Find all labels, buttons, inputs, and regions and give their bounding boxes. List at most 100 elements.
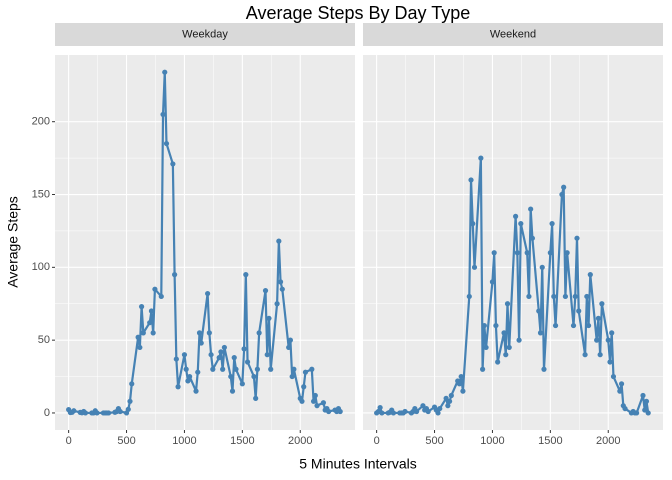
point [584, 293, 590, 300]
point [379, 410, 385, 416]
point [193, 388, 199, 394]
x-tick-label: 0 [374, 435, 380, 447]
point [435, 410, 441, 416]
point [547, 250, 553, 256]
point [572, 293, 578, 300]
point [513, 213, 519, 219]
point [506, 344, 512, 351]
point [483, 344, 489, 351]
point [185, 378, 191, 384]
point [437, 405, 443, 412]
point [456, 381, 463, 387]
point [470, 221, 476, 227]
point [233, 366, 239, 372]
point [445, 403, 451, 409]
point [205, 290, 211, 297]
y-tick-label: 0 [44, 407, 50, 419]
point [105, 410, 112, 416]
point [526, 293, 532, 300]
point [196, 330, 203, 336]
point [216, 355, 222, 361]
point [634, 410, 640, 416]
point [326, 408, 332, 415]
point [181, 352, 188, 358]
x-tick-label: 1500 [538, 435, 562, 447]
y-tick-label: 100 [32, 261, 50, 273]
point [501, 330, 507, 336]
point [448, 392, 454, 399]
point [643, 398, 650, 404]
x-tick-label: 1000 [480, 435, 504, 447]
point [256, 330, 262, 336]
point [162, 69, 168, 75]
point [480, 366, 486, 372]
point [618, 381, 625, 387]
point [570, 322, 577, 329]
point [310, 398, 317, 404]
point [251, 373, 257, 380]
point [605, 337, 611, 343]
point [585, 322, 592, 329]
point [420, 403, 426, 409]
point [289, 373, 295, 380]
point [446, 398, 453, 404]
point [425, 408, 431, 415]
point [493, 322, 499, 329]
point [158, 293, 164, 300]
point [163, 140, 170, 147]
point [140, 330, 146, 336]
point [337, 408, 343, 415]
point [595, 315, 602, 321]
point [541, 366, 547, 372]
point [138, 304, 145, 310]
point [466, 293, 472, 300]
y-tick-label: 200 [32, 116, 50, 128]
point [291, 366, 297, 372]
point [402, 408, 408, 415]
point [489, 279, 496, 285]
strip [363, 23, 663, 46]
point [599, 301, 605, 307]
point [82, 410, 89, 416]
point [460, 388, 466, 394]
point [504, 301, 511, 307]
point [221, 344, 227, 351]
point [301, 384, 307, 390]
point [468, 177, 474, 183]
point [471, 264, 478, 270]
point [481, 322, 487, 329]
point [117, 408, 123, 415]
strip-label: Weekday [182, 28, 228, 40]
y-tick-label: 150 [32, 188, 50, 200]
point [268, 366, 274, 372]
x-tick-label: 1000 [172, 435, 196, 447]
point [564, 250, 570, 256]
point [528, 206, 534, 212]
point [206, 330, 212, 336]
point [607, 359, 613, 365]
point [243, 272, 249, 278]
point [148, 308, 155, 314]
point [220, 366, 226, 372]
point [610, 373, 617, 380]
point [516, 337, 522, 343]
point [274, 301, 280, 307]
point [594, 337, 600, 343]
point [228, 373, 234, 380]
point [518, 221, 524, 227]
point [198, 340, 204, 346]
point [645, 410, 651, 416]
point [302, 369, 309, 375]
point [173, 356, 179, 362]
point [241, 346, 247, 352]
point [561, 184, 567, 190]
point [172, 272, 178, 278]
point [549, 221, 555, 227]
point [137, 344, 143, 351]
x-tick-label: 1500 [230, 435, 254, 447]
point [135, 334, 141, 340]
point [279, 286, 285, 292]
point [150, 330, 156, 336]
point [597, 352, 603, 358]
